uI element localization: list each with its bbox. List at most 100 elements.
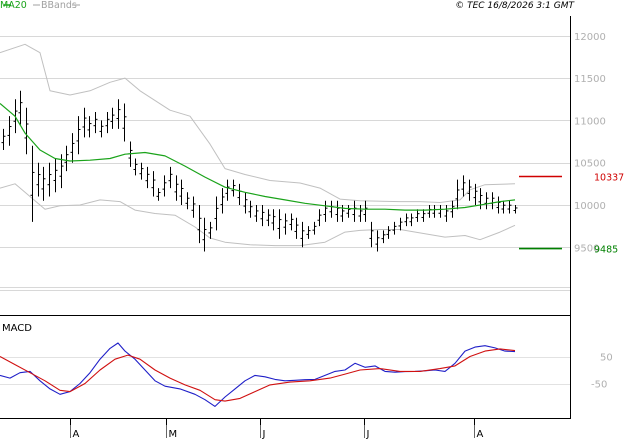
price-bar	[110, 107, 115, 129]
price-bar	[478, 188, 483, 210]
bollinger-upper-band	[0, 43, 516, 203]
price-bar	[513, 205, 518, 214]
price-y-tick-label: 11500	[574, 74, 606, 85]
bollinger-lower-band	[0, 183, 516, 247]
price-bar	[260, 205, 265, 227]
price-bar	[105, 111, 110, 134]
price-bar	[116, 99, 121, 129]
price-bar	[231, 179, 236, 197]
ma20-line	[0, 103, 516, 211]
x-axis-tick-label: A	[73, 429, 80, 440]
price-y-tick-label: 10500	[574, 159, 606, 170]
price-bar	[168, 166, 173, 189]
price-bar	[317, 209, 322, 227]
price-bar	[300, 221, 305, 248]
price-marker-label: 10337	[594, 172, 624, 183]
price-bar	[243, 192, 248, 214]
price-y-axis: 12000 11500 11000 10500 10000 9500	[574, 32, 606, 255]
price-bar	[375, 230, 380, 252]
price-bar	[415, 209, 420, 222]
price-bar	[174, 175, 179, 201]
x-axis-tick-label: A	[477, 429, 484, 440]
price-bar	[30, 145, 35, 222]
price-bar	[404, 213, 409, 227]
price-bar	[277, 209, 282, 239]
price-bar	[283, 213, 288, 235]
copyright-timestamp: © TEC 16/8/2026 3:1 GMT	[455, 1, 575, 11]
macd-grid	[0, 357, 570, 385]
price-bar	[467, 179, 472, 201]
price-bar	[70, 133, 75, 163]
price-bar	[507, 200, 512, 214]
price-bar	[323, 200, 328, 222]
price-bar	[455, 179, 460, 210]
price-bar	[266, 209, 271, 227]
price-bar	[162, 175, 167, 197]
price-bar	[122, 103, 127, 142]
price-bar	[202, 217, 207, 252]
macd-line	[0, 342, 516, 407]
price-bar	[64, 145, 69, 172]
price-bar	[254, 205, 259, 222]
macd-y-tick-label: 50	[600, 353, 613, 364]
price-bar	[398, 217, 403, 231]
price-y-tick-label: 10000	[574, 201, 606, 212]
price-bar	[24, 107, 29, 155]
price-bar	[294, 217, 299, 239]
price-bar	[214, 196, 219, 231]
price-bar	[444, 205, 449, 222]
price-bar	[133, 158, 138, 176]
price-grid	[0, 36, 570, 291]
price-bar	[306, 226, 311, 239]
price-bar	[145, 166, 150, 189]
price-bar	[76, 116, 81, 155]
bollinger-bands	[0, 43, 516, 247]
price-bar	[7, 116, 12, 146]
legend: MA20 BBands	[0, 0, 80, 11]
macd-y-tick-label: -50	[591, 380, 607, 391]
ma20-series-line	[0, 103, 516, 211]
price-bar	[93, 111, 98, 134]
price-bar	[185, 192, 190, 210]
price-bar	[312, 221, 317, 235]
macd-signal-line	[0, 348, 516, 402]
macd-y-axis: 50 -50	[591, 353, 613, 391]
price-bar	[179, 179, 184, 205]
price-bar	[47, 162, 52, 197]
price-bar	[450, 200, 455, 218]
price-bar	[87, 116, 92, 138]
price-y-tick-label: 12000	[574, 32, 606, 43]
price-bar	[386, 226, 391, 239]
price-bar	[352, 200, 357, 222]
price-bar	[41, 166, 46, 201]
price-bar	[197, 205, 202, 244]
price-bar	[501, 200, 506, 214]
price-bar	[248, 200, 253, 218]
price-bar	[53, 158, 58, 193]
price-bar	[220, 188, 225, 214]
price-y-tick-label: 11000	[574, 116, 606, 127]
price-bar	[289, 213, 294, 231]
ma20-legend-label: MA20	[0, 0, 27, 11]
price-bar	[208, 221, 213, 239]
x-axis-tick-label: J	[262, 429, 266, 440]
price-bar	[392, 221, 397, 235]
macd-panel: MACD 50 -50	[0, 323, 613, 407]
price-bar	[496, 196, 501, 214]
macd-lines	[0, 342, 516, 407]
price-bar	[409, 213, 414, 227]
macd-title: MACD	[2, 323, 32, 334]
price-bar	[346, 205, 351, 218]
price-bar	[139, 162, 144, 180]
bbands-legend-label: BBands	[41, 0, 77, 11]
price-bar	[151, 171, 156, 197]
price-bar	[1, 128, 6, 151]
price-panel: 12000 11500 11000 10500 10000 9500 10337 9485	[0, 16, 624, 312]
price-bar	[369, 221, 374, 248]
x-axis-tick-label: M	[169, 429, 178, 440]
price-bar	[225, 179, 230, 201]
price-y-tick-label: 9500	[574, 243, 599, 254]
price-bar	[18, 90, 23, 125]
